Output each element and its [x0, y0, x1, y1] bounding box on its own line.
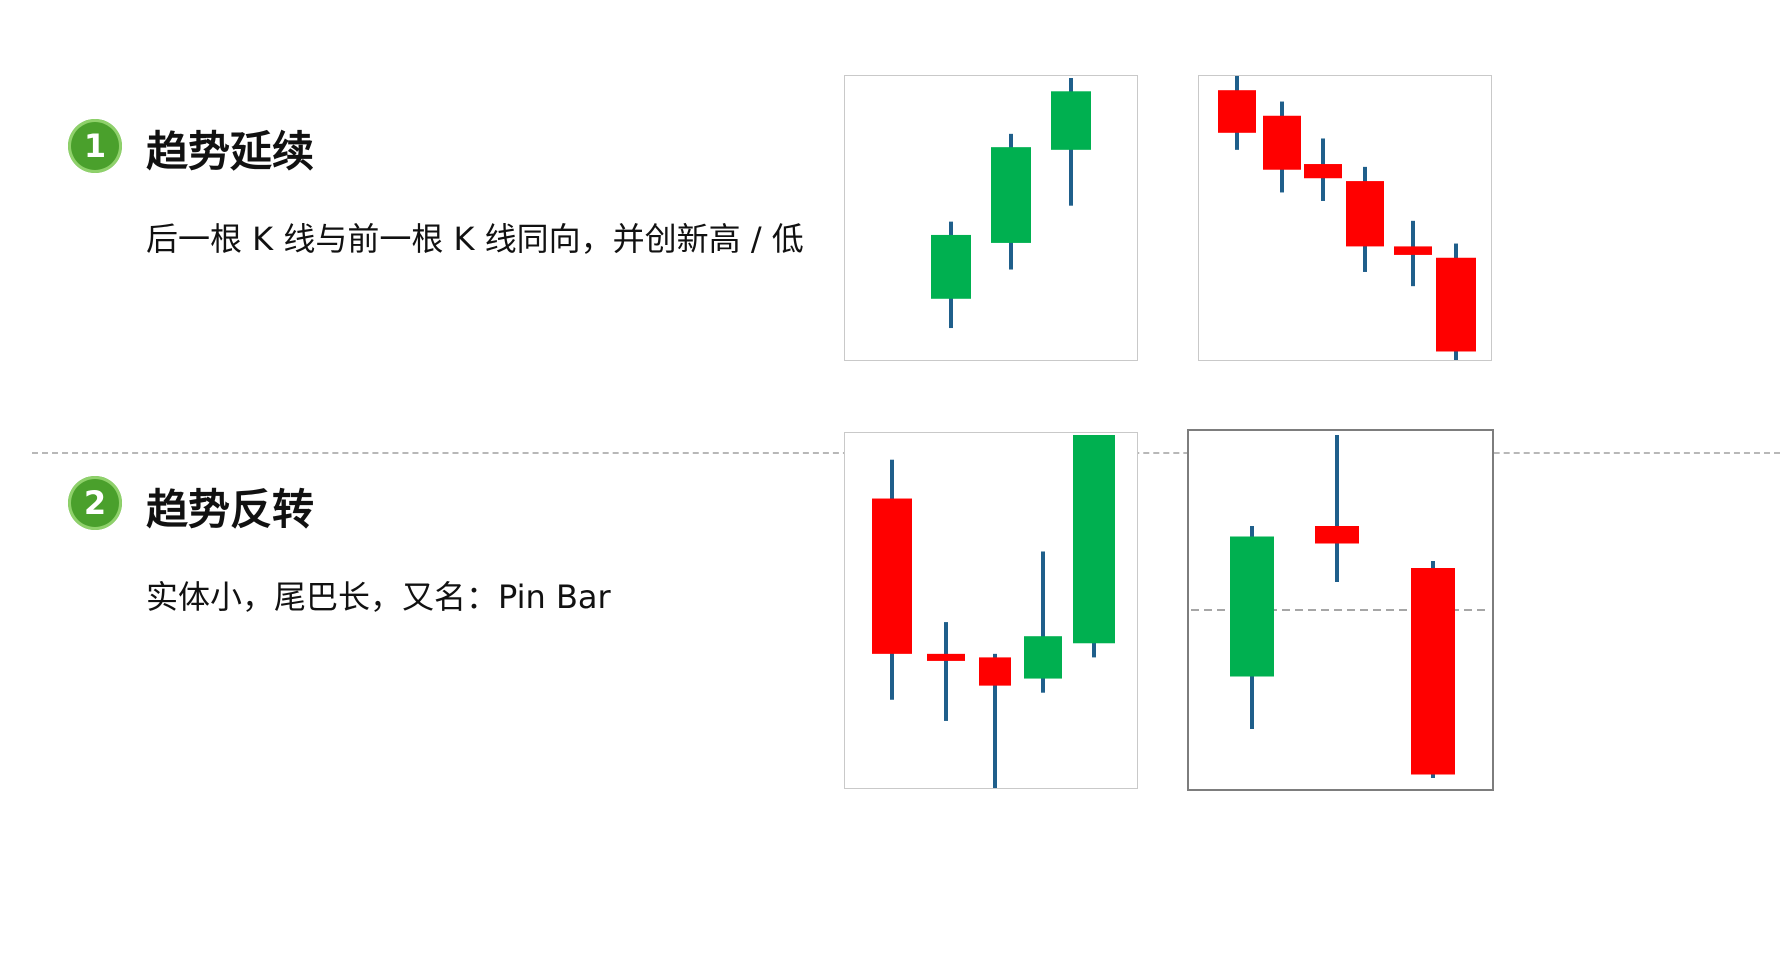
- candlestick-4: [1024, 551, 1062, 693]
- candle-body-down: [1346, 181, 1384, 247]
- candle-body-down: [1263, 115, 1301, 170]
- chart-pin-bar-example: [1187, 429, 1494, 791]
- candle-body-up: [1051, 91, 1091, 150]
- chart-trend-reversal-sequence: [844, 432, 1138, 789]
- candle-wick: [993, 653, 997, 788]
- candle-body-up: [1073, 435, 1115, 644]
- candlestick-3: [1304, 138, 1342, 201]
- candle-body-up: [931, 234, 971, 299]
- section-2-description: 实体小，尾巴长，又名：Pin Bar: [146, 578, 611, 616]
- candlestick-2: [1315, 435, 1359, 582]
- candlestick-1: [931, 221, 971, 329]
- section-1-title: 趋势延续: [146, 127, 315, 176]
- candle-wick: [1041, 551, 1045, 693]
- candlestick-3: [1411, 561, 1455, 778]
- chart-1-svg: [1218, 76, 1476, 360]
- candlestick-6: [1436, 243, 1476, 360]
- candle-body-down: [1304, 164, 1342, 179]
- candle-body-up: [1230, 536, 1274, 677]
- chart-0-svg: [931, 78, 1091, 329]
- candle-body-down: [1436, 257, 1476, 352]
- chart-trend-continuation-up: [844, 75, 1138, 361]
- section-1-description: 后一根 K 线与前一根 K 线同向，并创新高 / 低: [146, 220, 804, 258]
- section-2-title: 趋势反转: [146, 485, 315, 534]
- candlestick-1: [1230, 526, 1274, 729]
- section-1-number-badge: 1: [68, 119, 122, 173]
- section-2-number-badge: 2: [68, 476, 122, 530]
- chart-3-svg: [1191, 435, 1488, 778]
- candlestick-2: [927, 622, 965, 721]
- candle-body-down: [1411, 568, 1455, 775]
- candlestick-3: [979, 653, 1011, 788]
- candlestick-2: [991, 133, 1031, 270]
- candlestick-1: [872, 459, 912, 700]
- candle-body-down: [1218, 90, 1256, 133]
- candle-body-down: [1394, 246, 1432, 255]
- candlestick-2: [1263, 101, 1301, 193]
- candle-body-down: [1315, 526, 1359, 544]
- candle-body-down: [872, 498, 912, 654]
- chart-2-svg: [872, 435, 1115, 788]
- candle-body-up: [991, 147, 1031, 243]
- candlestick-4: [1346, 166, 1384, 272]
- candlestick-5: [1073, 435, 1115, 658]
- candlestick-1: [1218, 76, 1256, 150]
- candle-body-up: [1024, 636, 1062, 679]
- candlestick-5: [1394, 220, 1432, 287]
- chart-trend-continuation-down: [1198, 75, 1492, 361]
- candle-wick: [944, 622, 948, 721]
- candle-body-down: [979, 657, 1011, 686]
- candlestick-3: [1051, 78, 1091, 206]
- candle-body-down: [927, 653, 965, 661]
- candle-wick: [1335, 435, 1339, 582]
